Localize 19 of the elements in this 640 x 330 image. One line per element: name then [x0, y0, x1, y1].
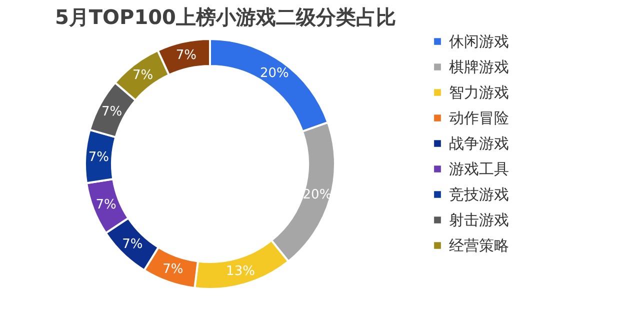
legend-label: 智力游戏 [449, 84, 509, 102]
data-label: 7% [162, 262, 184, 278]
data-label: 7% [122, 237, 143, 252]
legend-label: 射击游戏 [449, 211, 509, 229]
data-label: 7% [88, 150, 110, 166]
legend-label: 休闲游戏 [449, 32, 509, 50]
data-label: 20% [260, 66, 289, 81]
data-label: 13% [226, 264, 255, 280]
legend-label: 棋牌游戏 [449, 58, 509, 76]
data-label: 7% [176, 48, 196, 64]
data-label: 7% [96, 197, 116, 212]
chart-title: 5月TOP100上榜小游戏二级分类占比 [55, 5, 396, 29]
data-label: 7% [101, 104, 122, 120]
legend-label: 动作冒险 [449, 109, 509, 127]
legend-label: 战争游戏 [449, 134, 509, 152]
legend-label: 游戏工具 [449, 160, 509, 178]
data-label: 7% [132, 68, 154, 84]
legend-label: 竞技游戏 [449, 186, 509, 204]
legend-label: 经营策略 [449, 236, 509, 254]
